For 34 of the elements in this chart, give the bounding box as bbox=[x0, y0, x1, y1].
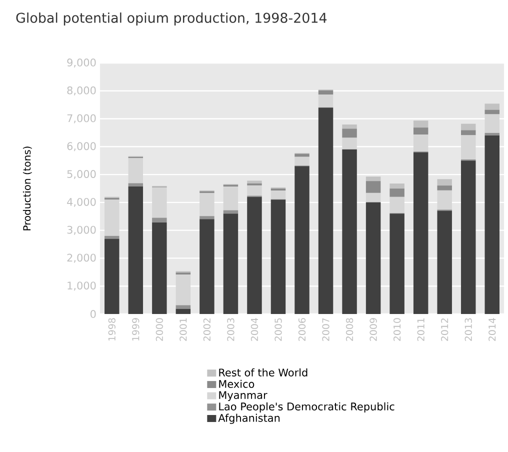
legend-label: Lao People's Democratic Republic bbox=[219, 402, 394, 412]
y-tick-label: 5,000 bbox=[67, 170, 96, 180]
legend-label: Mexico bbox=[219, 380, 254, 388]
x-tick-label: 2000 bbox=[156, 318, 164, 341]
y-tick-label: 8,000 bbox=[67, 86, 96, 96]
x-tick-label: 2014 bbox=[488, 318, 496, 341]
legend-label: Rest of the World bbox=[219, 368, 308, 376]
y-tick-label: 6,000 bbox=[67, 142, 96, 152]
x-tick-label: 2012 bbox=[441, 318, 448, 341]
chart-title: Global potential opium production, 1998-2014 bbox=[16, 12, 327, 26]
y-tick-label: 9,000 bbox=[67, 58, 96, 68]
y-axis-title: Production (tons) bbox=[22, 146, 32, 230]
y-tick-label: 2,000 bbox=[67, 254, 96, 263]
x-tick-label: 2009 bbox=[370, 318, 377, 341]
x-tick-label: 2013 bbox=[464, 318, 472, 341]
x-tick-label: 2010 bbox=[393, 318, 401, 341]
y-tick-label: 1,000 bbox=[68, 282, 96, 291]
y-tick-label: 3,000 bbox=[67, 226, 96, 235]
x-tick-label: 2011 bbox=[417, 318, 424, 341]
x-tick-label: 1998 bbox=[108, 318, 116, 341]
x-tick-label: 2004 bbox=[250, 318, 258, 341]
legend-label: Myanmar bbox=[219, 391, 268, 402]
legend-label: Afghanistan bbox=[218, 414, 280, 424]
x-tick-label: 1999 bbox=[132, 318, 140, 341]
y-tick-label: 4,000 bbox=[67, 198, 96, 207]
x-tick-label: 2003 bbox=[227, 318, 234, 341]
x-tick-label: 2008 bbox=[346, 318, 354, 341]
y-tick-label: 0 bbox=[90, 310, 96, 318]
x-tick-label: 2007 bbox=[322, 318, 330, 341]
x-tick-label: 2002 bbox=[203, 318, 211, 341]
x-tick-label: 2001 bbox=[180, 318, 187, 341]
x-tick-label: 2006 bbox=[298, 318, 306, 341]
x-tick-label: 2005 bbox=[274, 318, 282, 341]
y-tick-label: 7,000 bbox=[67, 114, 96, 124]
